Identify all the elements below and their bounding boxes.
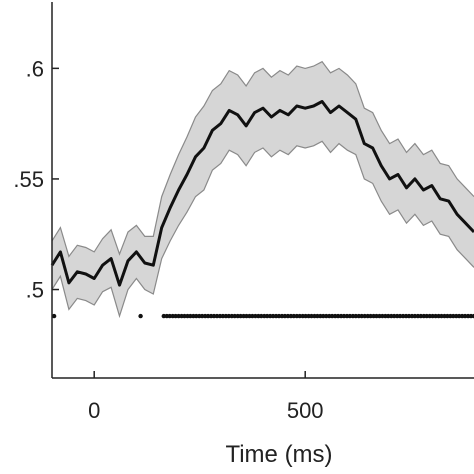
confidence-band bbox=[52, 61, 474, 317]
significance-marker bbox=[51, 313, 57, 319]
mean-line-layer bbox=[50, 100, 474, 287]
confidence-band-layer bbox=[51, 60, 474, 319]
axes bbox=[51, 2, 474, 379]
band-upper-edge bbox=[51, 60, 474, 258]
x-tick-label: 500 bbox=[287, 398, 324, 423]
band-lower-edge bbox=[51, 140, 474, 319]
x-tick-label: 0 bbox=[88, 398, 100, 423]
tick-layer: .5 .55 .6 0 500 bbox=[13, 56, 323, 423]
mean-line bbox=[50, 100, 474, 287]
significance-marker bbox=[138, 313, 143, 319]
y-tick-label: .6 bbox=[26, 56, 44, 81]
x-axis-label: Time (ms) bbox=[225, 441, 332, 468]
significance-markers bbox=[51, 313, 474, 319]
significance-marker bbox=[471, 313, 474, 319]
y-tick-label: .5 bbox=[26, 278, 44, 303]
y-tick-label: .55 bbox=[13, 167, 44, 192]
